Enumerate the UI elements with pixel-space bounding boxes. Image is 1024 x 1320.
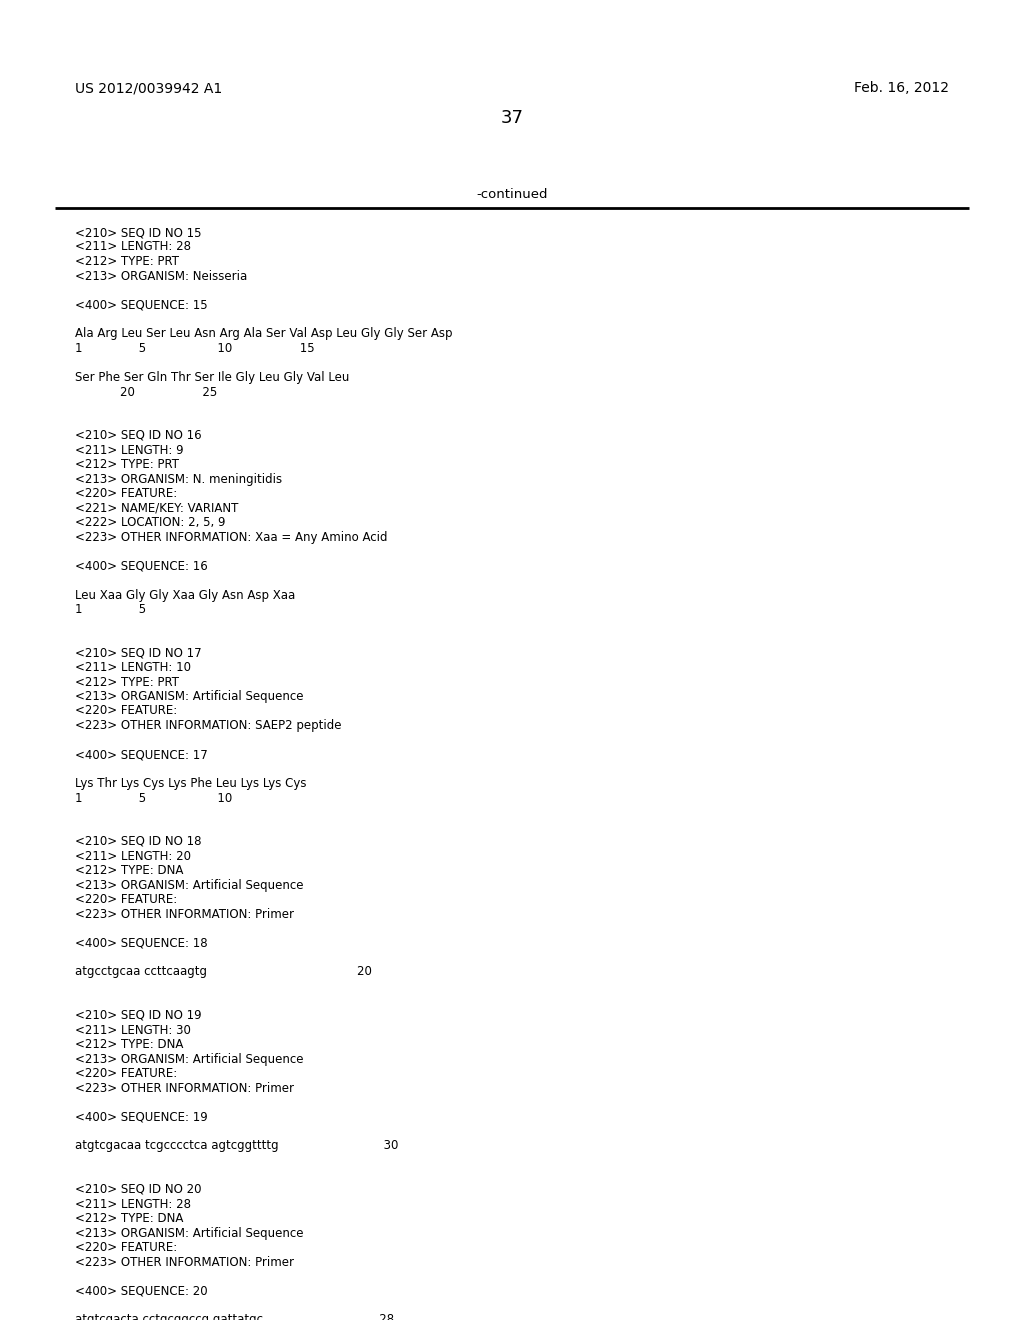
Text: <210> SEQ ID NO 16: <210> SEQ ID NO 16 bbox=[75, 429, 202, 442]
Text: atgcctgcaa ccttcaagtg                                        20: atgcctgcaa ccttcaagtg 20 bbox=[75, 965, 372, 978]
Text: <213> ORGANISM: Artificial Sequence: <213> ORGANISM: Artificial Sequence bbox=[75, 1226, 303, 1239]
Text: <210> SEQ ID NO 20: <210> SEQ ID NO 20 bbox=[75, 1183, 202, 1196]
Text: <220> FEATURE:: <220> FEATURE: bbox=[75, 894, 177, 906]
Text: <400> SEQUENCE: 15: <400> SEQUENCE: 15 bbox=[75, 298, 208, 312]
Text: <220> FEATURE:: <220> FEATURE: bbox=[75, 1067, 177, 1080]
Text: <223> OTHER INFORMATION: Primer: <223> OTHER INFORMATION: Primer bbox=[75, 1081, 294, 1094]
Text: <220> FEATURE:: <220> FEATURE: bbox=[75, 705, 177, 718]
Text: <220> FEATURE:: <220> FEATURE: bbox=[75, 1241, 177, 1254]
Text: Leu Xaa Gly Gly Xaa Gly Asn Asp Xaa: Leu Xaa Gly Gly Xaa Gly Asn Asp Xaa bbox=[75, 589, 295, 602]
Text: 37: 37 bbox=[501, 110, 523, 127]
Text: -continued: -continued bbox=[476, 189, 548, 202]
Text: <213> ORGANISM: Artificial Sequence: <213> ORGANISM: Artificial Sequence bbox=[75, 1052, 303, 1065]
Text: Feb. 16, 2012: Feb. 16, 2012 bbox=[854, 81, 949, 95]
Text: Ser Phe Ser Gln Thr Ser Ile Gly Leu Gly Val Leu: Ser Phe Ser Gln Thr Ser Ile Gly Leu Gly … bbox=[75, 371, 349, 384]
Text: atgtcgacaa tcgcccctca agtcggttttg                            30: atgtcgacaa tcgcccctca agtcggttttg 30 bbox=[75, 1139, 398, 1152]
Text: <212> TYPE: PRT: <212> TYPE: PRT bbox=[75, 676, 179, 689]
Text: 20                  25: 20 25 bbox=[75, 385, 217, 399]
Text: <213> ORGANISM: Artificial Sequence: <213> ORGANISM: Artificial Sequence bbox=[75, 690, 303, 704]
Text: Lys Thr Lys Cys Lys Phe Leu Lys Lys Cys: Lys Thr Lys Cys Lys Phe Leu Lys Lys Cys bbox=[75, 777, 306, 789]
Text: <212> TYPE: DNA: <212> TYPE: DNA bbox=[75, 1212, 183, 1225]
Text: <211> LENGTH: 28: <211> LENGTH: 28 bbox=[75, 1197, 191, 1210]
Text: <211> LENGTH: 28: <211> LENGTH: 28 bbox=[75, 240, 191, 253]
Text: 1               5: 1 5 bbox=[75, 603, 146, 616]
Text: <213> ORGANISM: Artificial Sequence: <213> ORGANISM: Artificial Sequence bbox=[75, 879, 303, 891]
Text: <212> TYPE: PRT: <212> TYPE: PRT bbox=[75, 255, 179, 268]
Text: <220> FEATURE:: <220> FEATURE: bbox=[75, 487, 177, 500]
Text: <400> SEQUENCE: 18: <400> SEQUENCE: 18 bbox=[75, 936, 208, 949]
Text: <212> TYPE: DNA: <212> TYPE: DNA bbox=[75, 1038, 183, 1051]
Text: <400> SEQUENCE: 16: <400> SEQUENCE: 16 bbox=[75, 560, 208, 573]
Text: <211> LENGTH: 30: <211> LENGTH: 30 bbox=[75, 1023, 190, 1036]
Text: <223> OTHER INFORMATION: Xaa = Any Amino Acid: <223> OTHER INFORMATION: Xaa = Any Amino… bbox=[75, 531, 387, 544]
Text: <210> SEQ ID NO 17: <210> SEQ ID NO 17 bbox=[75, 647, 202, 660]
Text: <223> OTHER INFORMATION: Primer: <223> OTHER INFORMATION: Primer bbox=[75, 908, 294, 920]
Text: <213> ORGANISM: N. meningitidis: <213> ORGANISM: N. meningitidis bbox=[75, 473, 283, 486]
Text: <210> SEQ ID NO 15: <210> SEQ ID NO 15 bbox=[75, 226, 202, 239]
Text: <213> ORGANISM: Neisseria: <213> ORGANISM: Neisseria bbox=[75, 269, 247, 282]
Text: <210> SEQ ID NO 18: <210> SEQ ID NO 18 bbox=[75, 836, 202, 847]
Text: <400> SEQUENCE: 20: <400> SEQUENCE: 20 bbox=[75, 1284, 208, 1298]
Text: <223> OTHER INFORMATION: SAEP2 peptide: <223> OTHER INFORMATION: SAEP2 peptide bbox=[75, 719, 341, 733]
Text: atgtcgacta cctgcggccg gattatgc                               28: atgtcgacta cctgcggccg gattatgc 28 bbox=[75, 1313, 394, 1320]
Text: <400> SEQUENCE: 17: <400> SEQUENCE: 17 bbox=[75, 748, 208, 762]
Text: <211> LENGTH: 10: <211> LENGTH: 10 bbox=[75, 661, 191, 675]
Text: <212> TYPE: DNA: <212> TYPE: DNA bbox=[75, 865, 183, 876]
Text: <212> TYPE: PRT: <212> TYPE: PRT bbox=[75, 458, 179, 471]
Text: <400> SEQUENCE: 19: <400> SEQUENCE: 19 bbox=[75, 1110, 208, 1123]
Text: <221> NAME/KEY: VARIANT: <221> NAME/KEY: VARIANT bbox=[75, 502, 239, 515]
Text: <210> SEQ ID NO 19: <210> SEQ ID NO 19 bbox=[75, 1008, 202, 1022]
Text: <222> LOCATION: 2, 5, 9: <222> LOCATION: 2, 5, 9 bbox=[75, 516, 225, 529]
Text: Ala Arg Leu Ser Leu Asn Arg Ala Ser Val Asp Leu Gly Gly Ser Asp: Ala Arg Leu Ser Leu Asn Arg Ala Ser Val … bbox=[75, 327, 453, 341]
Text: <223> OTHER INFORMATION: Primer: <223> OTHER INFORMATION: Primer bbox=[75, 1255, 294, 1269]
Text: 1               5                   10                  15: 1 5 10 15 bbox=[75, 342, 314, 355]
Text: US 2012/0039942 A1: US 2012/0039942 A1 bbox=[75, 81, 222, 95]
Text: 1               5                   10: 1 5 10 bbox=[75, 792, 232, 804]
Text: <211> LENGTH: 9: <211> LENGTH: 9 bbox=[75, 444, 183, 457]
Text: <211> LENGTH: 20: <211> LENGTH: 20 bbox=[75, 850, 191, 862]
